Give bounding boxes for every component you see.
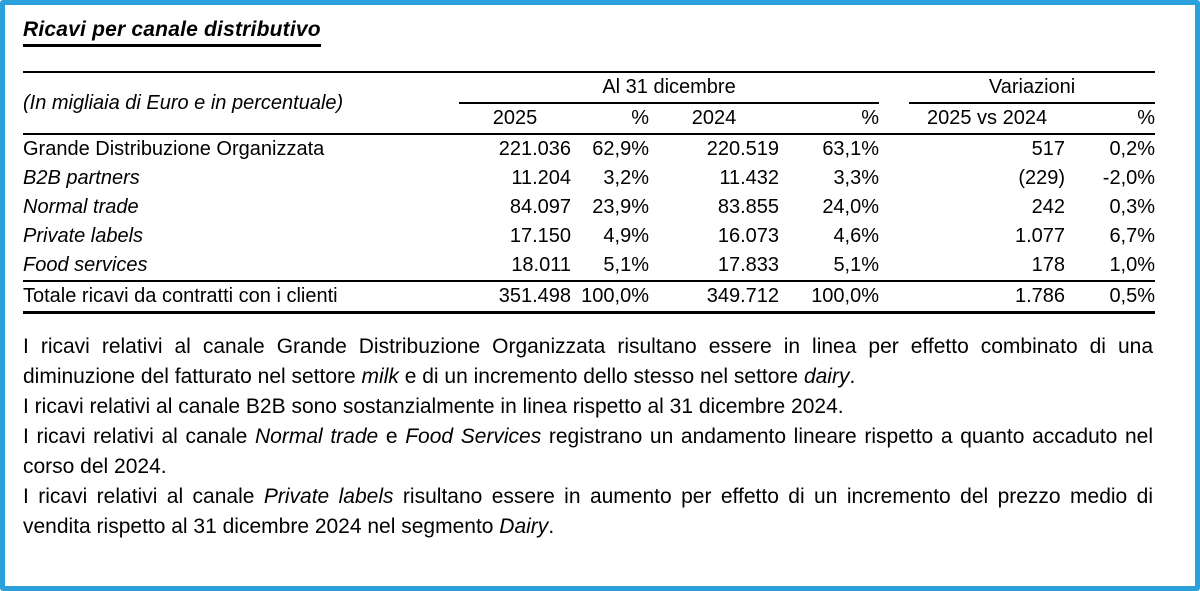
cell-pct-variation: 0,3% (1109, 196, 1156, 218)
cell-2024: 11.432 (719, 167, 779, 189)
cell-variation: 1.077 (1014, 225, 1066, 247)
cell-variation: 517 (1031, 138, 1066, 160)
total-pct-2025: 100,0% (571, 280, 649, 314)
commentary-text-block: I ricavi relativi al canale Grande Distr… (23, 332, 1153, 542)
column-spacer (879, 280, 910, 314)
table-unit-note: (In migliaia di Euro e in percentuale) (23, 71, 459, 135)
cell-pct-2025: 5,1% (603, 254, 649, 276)
row-label: B2B partners (23, 167, 140, 189)
column-header-2024: 2024 (649, 103, 779, 135)
column-group-variazioni: Variazioni (909, 71, 1156, 104)
total-variation: 1.786 (909, 280, 1066, 314)
row-label: Food services (23, 254, 148, 276)
column-header-pct-var: % (1065, 103, 1156, 135)
cell-pct-variation: 0,2% (1109, 138, 1156, 160)
paragraph-gdo: I ricavi relativi al canale Grande Distr… (23, 335, 1153, 388)
table-total-row: Totale ricavi da contratti con i clienti… (23, 280, 1156, 314)
total-label: Totale ricavi da contratti con i clienti (23, 280, 459, 314)
total-2025: 351.498 (459, 280, 571, 314)
cell-2024: 83.855 (717, 196, 779, 218)
table-group-header-row: (In migliaia di Euro e in percentuale) A… (23, 71, 1156, 135)
column-header-pct-2025: % (571, 103, 649, 135)
total-2024: 349.712 (649, 280, 779, 314)
cell-pct-2025: 23,9% (592, 196, 649, 218)
table-row-b2b: B2B partners 11.204 3,2% 11.432 3,3% (22… (23, 164, 1155, 193)
column-group-al-31-dicembre: Al 31 dicembre (459, 71, 880, 104)
column-header-2025: 2025 (459, 103, 571, 135)
total-pct-variation: 0,5% (1065, 280, 1156, 314)
cell-2024: 16.073 (717, 225, 779, 247)
column-spacer (879, 71, 910, 103)
cell-pct-2024: 24,0% (822, 196, 880, 218)
cell-variation: (229) (1018, 167, 1066, 189)
column-spacer (879, 193, 909, 222)
table-row-private-labels: Private labels 17.150 4,9% 16.073 4,6% 1… (23, 222, 1155, 251)
cell-pct-2025: 4,9% (603, 225, 649, 247)
revenue-by-channel-table: (In migliaia di Euro e in percentuale) A… (23, 71, 1156, 314)
cell-2025: 11.204 (511, 167, 571, 189)
cell-2025: 17.150 (509, 225, 571, 247)
column-header-pct-2024: % (779, 103, 880, 135)
column-header-2025-vs-2024: 2025 vs 2024 (909, 103, 1066, 135)
column-spacer (879, 251, 909, 281)
cell-2025: 221.036 (498, 138, 571, 160)
table-row-food-services: Food services 18.011 5,1% 17.833 5,1% 17… (23, 251, 1155, 281)
cell-pct-2025: 3,2% (603, 167, 649, 189)
cell-2024: 220.519 (706, 138, 779, 160)
cell-variation: 242 (1031, 196, 1066, 218)
column-spacer (879, 103, 910, 135)
table-column-header-row: 2025 % 2024 % 2025 vs 2024 % (23, 103, 1156, 135)
cell-2025: 84.097 (509, 196, 571, 218)
cell-pct-2024: 5,1% (833, 254, 880, 276)
paragraph-b2b: I ricavi relativi al canale B2B sono sos… (23, 395, 844, 418)
cell-pct-2024: 3,3% (833, 167, 880, 189)
table-row-normal-trade: Normal trade 84.097 23,9% 83.855 24,0% 2… (23, 193, 1155, 222)
cell-pct-2024: 63,1% (822, 138, 880, 160)
cell-pct-2025: 62,9% (592, 138, 649, 160)
page-title: Ricavi per canale distributivo (23, 18, 321, 47)
paragraph-private-labels: I ricavi relativi al canale Private labe… (23, 485, 1154, 538)
row-label: Normal trade (23, 196, 139, 218)
cell-pct-variation: 6,7% (1109, 225, 1156, 247)
column-spacer (879, 164, 909, 193)
cell-pct-2024: 4,6% (833, 225, 880, 247)
paragraph-normal-trade: I ricavi relativi al canale Normal trade… (23, 425, 1153, 478)
cell-variation: 178 (1031, 254, 1066, 276)
total-pct-2024: 100,0% (779, 280, 880, 314)
row-label: Grande Distribuzione Organizzata (23, 138, 325, 160)
column-spacer (879, 134, 909, 164)
row-label: Private labels (23, 225, 144, 247)
cell-pct-variation: 1,0% (1109, 254, 1156, 276)
cell-2024: 17.833 (717, 254, 779, 276)
cell-pct-variation: -2,0% (1102, 167, 1156, 189)
cell-2025: 18.011 (511, 254, 571, 276)
column-spacer (879, 222, 909, 251)
table-row-gdo: Grande Distribuzione Organizzata 221.036… (23, 134, 1155, 164)
